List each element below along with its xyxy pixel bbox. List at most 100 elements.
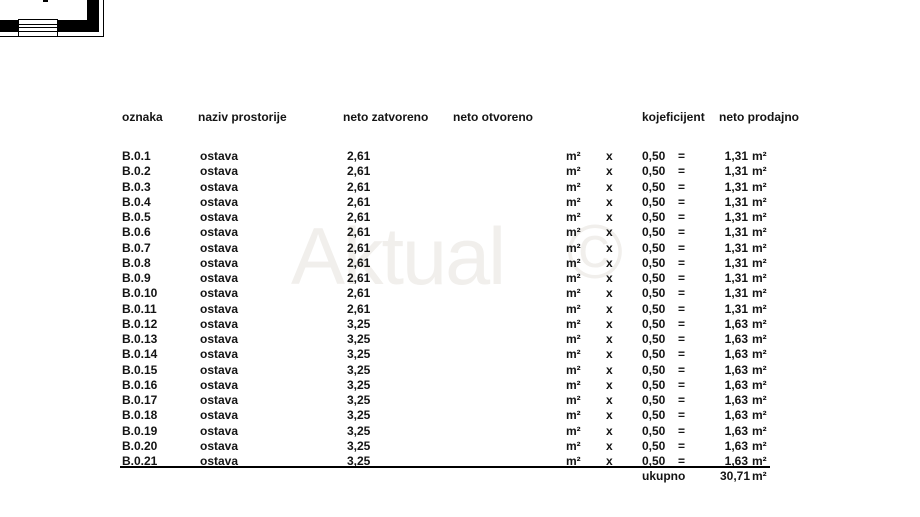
cell-equals-sign: = <box>678 362 686 377</box>
table-row: B.0.11 ostava 2,61 m² x 0,50 = 1,31 m² <box>0 302 920 317</box>
cell-naziv-prostorije: ostava <box>200 393 239 407</box>
cell-equals-sign: = <box>678 286 686 301</box>
cell-naziv-prostorije: ostava <box>200 362 239 377</box>
table-row: B.0.21 ostava 3,25 m² x 0,50 = 1,63 m² <box>0 454 920 469</box>
floorplan-fragment <box>0 0 110 40</box>
table-row: B.0.19 ostava 3,25 m² x 0,50 = 1,63 m² <box>0 424 920 439</box>
cell-multiply-sign: x <box>606 286 613 301</box>
window-pane-line <box>19 27 57 28</box>
cell-naziv-prostorije: ostava <box>200 454 239 468</box>
cell-unit-m2: m² <box>566 316 581 331</box>
cell-neto-prodajno: 1,31 <box>724 194 748 209</box>
cell-naziv-prostorije: ostava <box>200 301 239 316</box>
total-value: 30,71 <box>719 469 750 483</box>
cell-oznaka: B.0.4 <box>122 194 151 209</box>
cell-naziv-prostorije: ostava <box>200 423 239 438</box>
cell-multiply-sign: x <box>606 332 613 346</box>
cell-oznaka: B.0.15 <box>122 362 158 377</box>
cell-naziv-prostorije: ostava <box>200 255 239 270</box>
cell-equals-sign: = <box>678 393 686 407</box>
cell-koeficijent: 0,50 <box>642 149 666 163</box>
cell-multiply-sign: x <box>606 301 613 316</box>
cell-multiply-sign: x <box>606 438 613 453</box>
cell-equals-sign: = <box>678 332 686 346</box>
header-neto-otvoreno: neto otvoreno <box>453 110 533 124</box>
cell-neto-zatvoreno: 2,61 <box>347 240 371 255</box>
cell-neto-prodajno: 1,31 <box>724 149 748 163</box>
cell-koeficijent: 0,50 <box>642 454 666 468</box>
cell-neto-prodajno: 1,63 <box>724 438 748 453</box>
cell-unit-m2: m² <box>752 332 767 346</box>
table-row: B.0.5 ostava 2,61 m² x 0,50 = 1,31 m² <box>0 210 920 225</box>
cell-neto-prodajno: 1,31 <box>724 179 748 194</box>
cell-unit-m2: m² <box>566 377 581 392</box>
header-neto-prodajno: neto prodajno <box>719 110 799 124</box>
cell-equals-sign: = <box>678 347 686 362</box>
cell-equals-sign: = <box>678 316 686 331</box>
cell-naziv-prostorije: ostava <box>200 286 239 301</box>
cell-unit-m2: m² <box>752 255 767 270</box>
cell-unit-m2: m² <box>566 408 581 423</box>
cell-unit-m2: m² <box>752 286 767 301</box>
cell-equals-sign: = <box>678 301 686 316</box>
cell-unit-m2: m² <box>566 179 581 194</box>
cell-multiply-sign: x <box>606 225 613 240</box>
cell-naziv-prostorije: ostava <box>200 316 239 331</box>
cell-koeficijent: 0,50 <box>642 164 666 179</box>
cell-naziv-prostorije: ostava <box>200 438 239 453</box>
cell-neto-zatvoreno: 3,25 <box>347 454 371 468</box>
cell-unit-m2: m² <box>752 149 767 163</box>
cell-equals-sign: = <box>678 240 686 255</box>
cell-multiply-sign: x <box>606 149 613 163</box>
cell-neto-prodajno: 1,31 <box>724 240 748 255</box>
cell-unit-m2: m² <box>566 255 581 270</box>
cell-oznaka: B.0.21 <box>122 454 158 468</box>
cell-oznaka: B.0.6 <box>122 225 151 240</box>
cell-oznaka: B.0.3 <box>122 179 151 194</box>
cell-neto-zatvoreno: 2,61 <box>347 301 371 316</box>
cell-naziv-prostorije: ostava <box>200 271 239 285</box>
cell-neto-prodajno: 1,31 <box>724 271 748 285</box>
cell-neto-zatvoreno: 3,25 <box>347 362 371 377</box>
header-koeficijent: kojeficijent <box>642 110 705 124</box>
cell-oznaka: B.0.11 <box>122 301 157 316</box>
cell-unit-m2: m² <box>566 438 581 453</box>
cell-koeficijent: 0,50 <box>642 377 666 392</box>
cell-naziv-prostorije: ostava <box>200 210 239 224</box>
cell-oznaka: B.0.9 <box>122 271 151 285</box>
cell-koeficijent: 0,50 <box>642 332 666 346</box>
cell-oznaka: B.0.5 <box>122 210 151 224</box>
cell-koeficijent: 0,50 <box>642 438 666 453</box>
cell-unit-m2: m² <box>566 347 581 362</box>
cell-equals-sign: = <box>678 194 686 209</box>
cell-naziv-prostorije: ostava <box>200 332 239 346</box>
cell-neto-prodajno: 1,63 <box>724 332 748 346</box>
cell-unit-m2: m² <box>752 271 767 285</box>
cell-naziv-prostorije: ostava <box>200 179 239 194</box>
cell-neto-zatvoreno: 3,25 <box>347 438 371 453</box>
cell-naziv-prostorije: ostava <box>200 225 239 240</box>
total-row: ukupno 30,71 m² <box>0 469 920 485</box>
cell-unit-m2: m² <box>752 210 767 224</box>
table-row: B.0.6 ostava 2,61 m² x 0,50 = 1,31 m² <box>0 225 920 240</box>
cell-neto-zatvoreno: 3,25 <box>347 316 371 331</box>
table-row: B.0.9 ostava 2,61 m² x 0,50 = 1,31 m² <box>0 271 920 286</box>
cell-multiply-sign: x <box>606 179 613 194</box>
cell-koeficijent: 0,50 <box>642 423 666 438</box>
cell-neto-prodajno: 1,63 <box>724 377 748 392</box>
cell-neto-prodajno: 1,31 <box>724 286 748 301</box>
cell-unit-m2: m² <box>752 438 767 453</box>
cell-neto-zatvoreno: 3,25 <box>347 393 371 407</box>
table-row: B.0.16 ostava 3,25 m² x 0,50 = 1,63 m² <box>0 378 920 393</box>
cell-neto-zatvoreno: 3,25 <box>347 347 371 362</box>
cell-koeficijent: 0,50 <box>642 286 666 301</box>
watermark: Aktual © <box>291 210 623 304</box>
cell-equals-sign: = <box>678 454 686 468</box>
cell-unit-m2: m² <box>566 225 581 240</box>
cell-oznaka: B.0.2 <box>122 164 151 179</box>
cell-naziv-prostorije: ostava <box>200 194 239 209</box>
table-row: B.0.1 ostava 2,61 m² x 0,50 = 1,31 m² <box>0 149 920 164</box>
cell-neto-prodajno: 1,31 <box>724 255 748 270</box>
